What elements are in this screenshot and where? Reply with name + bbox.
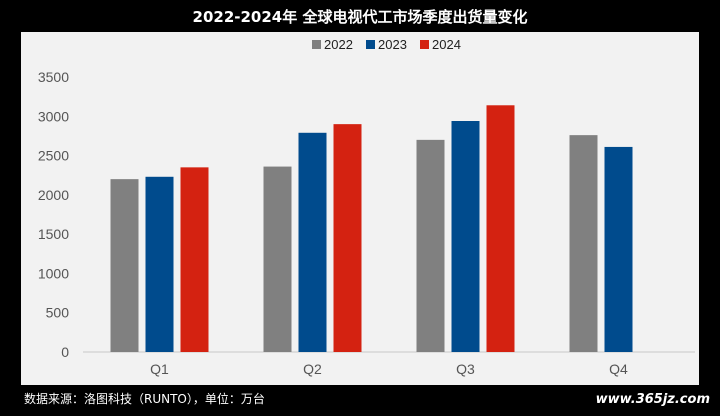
legend-label-2024: 2024 xyxy=(432,37,461,52)
source-note: 数据来源：洛图科技（RUNTO），单位：万台 xyxy=(24,392,265,406)
bar-Q4-2022 xyxy=(569,135,598,352)
x-tick-label: Q1 xyxy=(150,361,169,377)
bar-Q1-2023 xyxy=(145,176,174,352)
y-tick-label: 1500 xyxy=(38,226,69,242)
y-tick-label: 2000 xyxy=(38,187,69,203)
legend-label-2023: 2023 xyxy=(378,37,407,52)
x-tick-label: Q4 xyxy=(609,361,628,377)
bar-Q1-2022 xyxy=(110,179,139,352)
bar-Q2-2022 xyxy=(263,166,292,352)
y-tick-label: 3000 xyxy=(38,108,69,124)
bar-Q2-2024 xyxy=(333,124,362,353)
y-tick-label: 3500 xyxy=(38,69,69,85)
bar-Q3-2023 xyxy=(451,121,480,352)
y-tick-label: 0 xyxy=(61,344,69,360)
chart-title: 2022-2024年 全球电视代工市场季度出货量变化 xyxy=(192,7,528,26)
legend-label-2022: 2022 xyxy=(324,37,353,52)
x-tick-label: Q2 xyxy=(303,361,322,377)
bar-Q2-2023 xyxy=(298,132,327,352)
watermark-site: www.365jz.com xyxy=(595,392,710,407)
legend-swatch-2024 xyxy=(420,40,429,49)
y-tick-label: 500 xyxy=(46,305,70,321)
x-tick-label: Q3 xyxy=(456,361,475,377)
bar-Q3-2022 xyxy=(416,139,445,352)
legend-swatch-2023 xyxy=(366,40,375,49)
legend-swatch-2022 xyxy=(312,40,321,49)
bar-chart: 2022 2023 2024 0 500 1000 1500 2000 2500 3000 3500… xyxy=(38,37,695,377)
bar-Q4-2023 xyxy=(604,146,633,352)
y-tick-label: 2500 xyxy=(38,148,69,164)
chart-panel: 2022 2023 2024 0 500 1000 1500 2000 2500 3000 3500… xyxy=(21,32,699,385)
bar-Q1-2024 xyxy=(180,167,209,352)
y-tick-label: 1000 xyxy=(38,265,69,281)
bar-Q3-2024 xyxy=(486,105,515,353)
